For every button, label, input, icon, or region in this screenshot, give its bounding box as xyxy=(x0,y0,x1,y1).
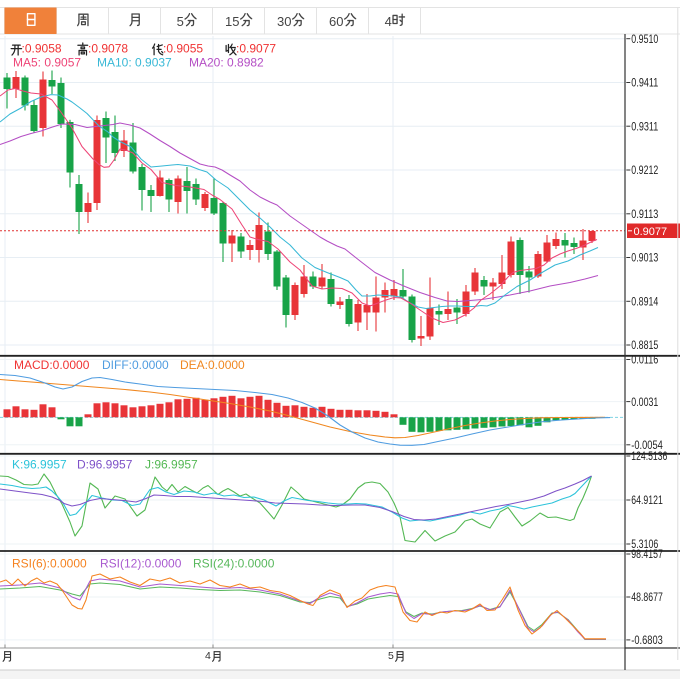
svg-text:15: 15 xyxy=(225,14,239,29)
svg-text:RSI(24):0.0000: RSI(24):0.0000 xyxy=(193,557,275,571)
svg-text:MA10: 0.9037: MA10: 0.9037 xyxy=(97,56,172,70)
svg-text:0.9510: 0.9510 xyxy=(631,34,658,46)
svg-text:MA5: 0.9057: MA5: 0.9057 xyxy=(13,56,81,70)
svg-text:5.3106: 5.3106 xyxy=(631,539,658,551)
svg-text:4: 4 xyxy=(205,650,211,662)
svg-text:0.8914: 0.8914 xyxy=(631,297,658,309)
svg-text:0.8815: 0.8815 xyxy=(631,340,658,352)
svg-text:64.9121: 64.9121 xyxy=(631,495,663,507)
svg-text:48.8677: 48.8677 xyxy=(631,592,663,604)
svg-text:0.9411: 0.9411 xyxy=(631,78,658,90)
svg-text:DIFF:0.0000: DIFF:0.0000 xyxy=(102,358,169,372)
svg-text:-0.0054: -0.0054 xyxy=(631,440,663,452)
svg-text:4: 4 xyxy=(385,14,392,29)
svg-text:J:96.9957: J:96.9957 xyxy=(145,458,198,472)
svg-text:60: 60 xyxy=(329,14,343,29)
svg-text:MACD:0.0000: MACD:0.0000 xyxy=(14,358,90,372)
svg-text:RSI(6):0.0000: RSI(6):0.0000 xyxy=(12,557,87,571)
svg-text:DEA:0.0000: DEA:0.0000 xyxy=(180,358,245,372)
svg-text::0.9058: :0.9058 xyxy=(22,42,62,56)
svg-text:K:96.9957: K:96.9957 xyxy=(12,458,67,472)
svg-text:124.5136: 124.5136 xyxy=(631,451,667,463)
svg-text:30: 30 xyxy=(277,14,291,29)
svg-text:0.9113: 0.9113 xyxy=(631,209,658,221)
svg-text:5: 5 xyxy=(177,14,184,29)
svg-text::0.9055: :0.9055 xyxy=(163,42,203,56)
svg-text:0.0031: 0.0031 xyxy=(631,397,658,409)
svg-text:RSI(12):0.0000: RSI(12):0.0000 xyxy=(100,557,182,571)
svg-text::0.9078: :0.9078 xyxy=(88,42,128,56)
svg-text:-0.6803: -0.6803 xyxy=(631,635,663,647)
svg-text:0.9077: 0.9077 xyxy=(634,226,668,238)
svg-text:98.4157: 98.4157 xyxy=(631,549,663,561)
svg-text:0.9311: 0.9311 xyxy=(631,121,658,133)
svg-text:5: 5 xyxy=(388,650,394,662)
svg-text:D:96.9957: D:96.9957 xyxy=(77,458,133,472)
svg-text:0.0116: 0.0116 xyxy=(631,355,658,367)
svg-text:MA20: 0.8982: MA20: 0.8982 xyxy=(189,56,264,70)
svg-text:0.9212: 0.9212 xyxy=(631,165,658,177)
svg-text:0.9013: 0.9013 xyxy=(631,253,658,265)
svg-text::0.9077: :0.9077 xyxy=(236,42,276,56)
